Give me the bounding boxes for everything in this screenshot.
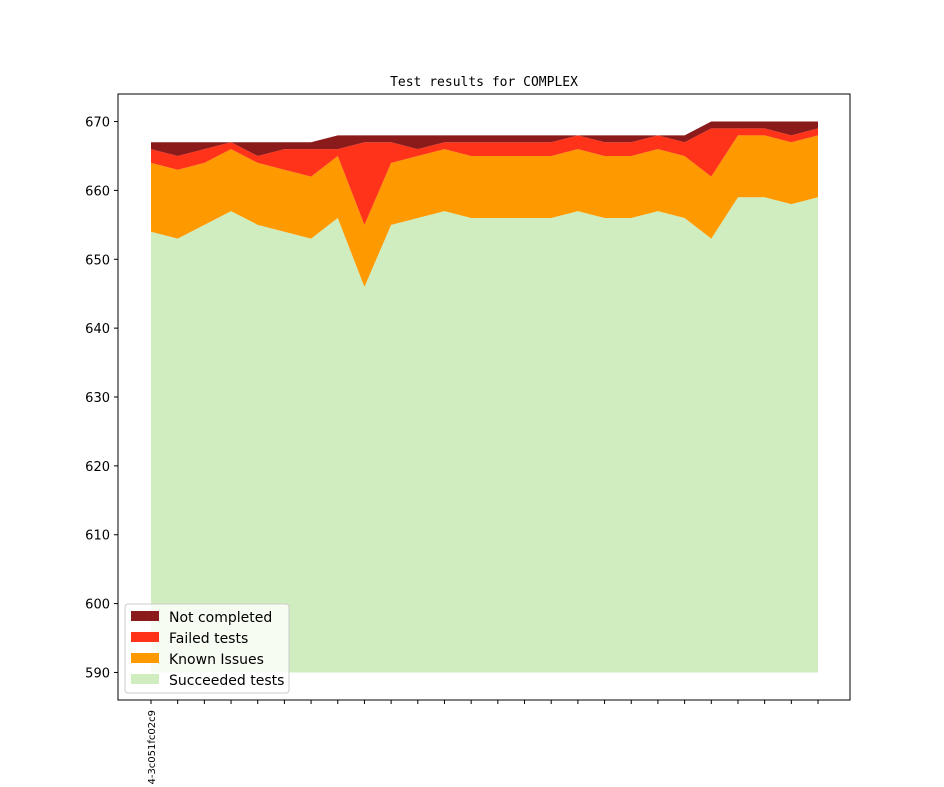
chart-title: Test results for COMPLEX xyxy=(390,75,578,90)
y-tick-label: 600 xyxy=(85,598,110,613)
area-not-completed xyxy=(151,121,818,156)
y-tick-label: 620 xyxy=(85,460,110,475)
legend-swatch xyxy=(131,611,159,621)
y-tick-label: 660 xyxy=(85,184,110,199)
legend-box xyxy=(124,603,290,694)
legend-swatch xyxy=(131,653,159,663)
x-tick-label: 4-3c051fc02c9 xyxy=(147,710,158,785)
y-tick-label: 670 xyxy=(85,116,110,131)
y-tick-label: 610 xyxy=(85,529,110,544)
legend-label: Known Issues xyxy=(169,652,264,668)
y-tick-label: 630 xyxy=(85,391,110,406)
area-succeeded-tests xyxy=(151,197,818,673)
area-failed-tests xyxy=(151,128,818,225)
legend-swatch xyxy=(131,674,159,684)
legend-swatch xyxy=(131,632,159,642)
area-known-issues xyxy=(151,135,818,287)
y-tick-label: 640 xyxy=(85,322,110,337)
y-tick-label: 650 xyxy=(85,253,110,268)
y-tick-label: 590 xyxy=(85,666,110,681)
legend-label: Failed tests xyxy=(169,631,248,647)
legend-label: Succeeded tests xyxy=(169,673,284,689)
legend-label: Not completed xyxy=(169,610,272,626)
